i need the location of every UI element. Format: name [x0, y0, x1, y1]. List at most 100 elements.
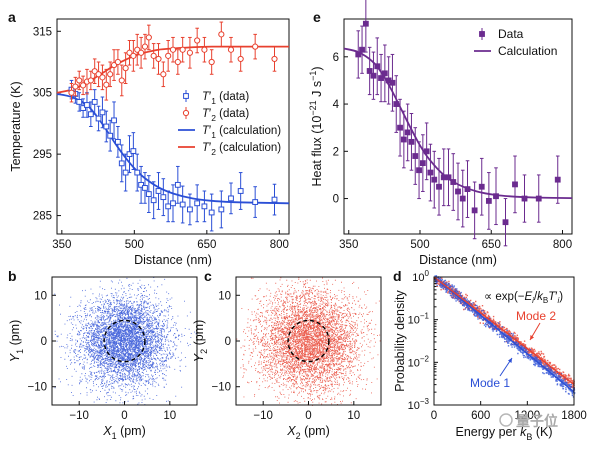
x-axis-title: Distance (nm) — [419, 253, 497, 267]
legend: Data Calculation — [474, 27, 557, 58]
data-point — [201, 46, 208, 53]
data-point — [165, 203, 172, 210]
data-point — [68, 89, 75, 96]
y-tick-label: 285 — [33, 211, 52, 223]
legend-label: Data — [498, 27, 524, 41]
data-point — [155, 55, 162, 63]
y-tick-label: 0 — [225, 336, 231, 348]
panel-e: 350 500 650 800 0 2 4 6 Distance (nm) Heat flux (… — [308, 0, 573, 267]
legend-label: T′1 (calculation) — [202, 125, 281, 140]
y-axis-title: Probability density — [393, 290, 407, 392]
x-tick-label: 0 — [121, 410, 127, 422]
data-point — [208, 58, 215, 66]
data-point — [160, 71, 167, 78]
data-point — [485, 198, 492, 204]
data-point — [150, 52, 157, 59]
data-point — [194, 37, 201, 44]
data-point — [237, 55, 244, 63]
fit-line — [433, 276, 575, 393]
panel-letter: b — [8, 268, 17, 284]
data-point — [381, 70, 388, 77]
data-point — [554, 176, 561, 183]
scatter-points — [54, 277, 197, 406]
data-point — [455, 188, 461, 195]
data-point — [174, 181, 181, 188]
x-tick-label: −10 — [253, 410, 273, 422]
data-point — [179, 201, 186, 208]
x-axis-title: Energy per kB (K) — [455, 425, 552, 442]
x-tick-label: 10 — [347, 410, 360, 422]
data-point — [165, 52, 172, 59]
scatter-points — [236, 277, 382, 406]
x-tick-label: 650 — [197, 239, 216, 251]
data-point — [479, 31, 485, 37]
legend-label: Calculation — [498, 44, 557, 58]
data-point — [114, 58, 122, 66]
plot-area — [56, 21, 290, 232]
x-tick-label: 800 — [553, 239, 572, 251]
data-point — [155, 188, 162, 194]
data-point — [362, 20, 369, 27]
data-point — [142, 185, 148, 191]
data-point — [412, 153, 419, 159]
data-point — [145, 191, 152, 197]
x-axis-title: X1 (pm) — [102, 424, 146, 441]
data-point — [374, 63, 381, 70]
data-point — [130, 148, 137, 154]
panel-letter: d — [393, 268, 402, 284]
data-point — [107, 71, 114, 78]
y-tick-label: −10 — [27, 382, 47, 394]
plot-area — [433, 275, 576, 398]
panel-d: 0 600 1200 1800 10−3 10−2 10−1 100 Energy per kB… — [393, 269, 587, 442]
y-tick-label: −10 — [211, 382, 231, 394]
data-point — [228, 195, 234, 202]
x-axis-title: X2 (pm) — [286, 424, 330, 441]
data-point — [174, 58, 181, 66]
series-label-mode-2: Mode 2 — [516, 309, 556, 323]
reference-circle — [103, 319, 146, 363]
y-tick-label: 10−1 — [408, 312, 430, 327]
data-point — [126, 151, 133, 158]
watermark-text: 量子位 — [516, 413, 558, 429]
point-cloud — [236, 277, 382, 406]
data-point — [91, 68, 98, 75]
data-point — [160, 194, 167, 201]
data-point — [169, 46, 177, 53]
plot-frame — [343, 18, 573, 235]
data-point — [271, 196, 278, 203]
plot-area — [343, 0, 573, 247]
x-tick-label: 1200 — [515, 410, 541, 422]
panel-c: −10 0 10 −10 0 10 X2 (pm) Y2 (pm) — [192, 276, 382, 441]
y-tick-label: 4 — [333, 99, 340, 111]
x-tick-label: 650 — [482, 239, 501, 251]
panel-letter: a — [8, 9, 16, 25]
data-point — [378, 75, 384, 81]
watermark: 量子位 — [499, 413, 558, 429]
data-point — [145, 34, 152, 41]
data-point — [370, 72, 377, 79]
y-tick-label: 2 — [333, 146, 339, 158]
data-point — [186, 49, 194, 56]
data-point — [72, 83, 79, 90]
x-tick-label: −10 — [69, 410, 89, 422]
data-point — [95, 71, 102, 78]
data-point — [271, 55, 278, 63]
data-point — [87, 111, 94, 118]
data-point — [99, 109, 106, 116]
data-point — [397, 124, 403, 131]
data-point — [134, 169, 141, 176]
data-point — [126, 49, 133, 56]
data-point — [103, 123, 110, 130]
data-point — [183, 93, 189, 99]
data-point — [450, 179, 457, 185]
data-point — [423, 148, 430, 155]
series-label-mode-1: Mode 1 — [470, 376, 510, 390]
y-tick-label: 10−3 — [408, 397, 430, 412]
data-point — [87, 77, 94, 84]
data-point — [187, 206, 193, 213]
data-point — [355, 51, 362, 58]
data-point — [111, 117, 117, 124]
y-tick-label: 315 — [33, 26, 52, 38]
data-point — [445, 174, 452, 181]
